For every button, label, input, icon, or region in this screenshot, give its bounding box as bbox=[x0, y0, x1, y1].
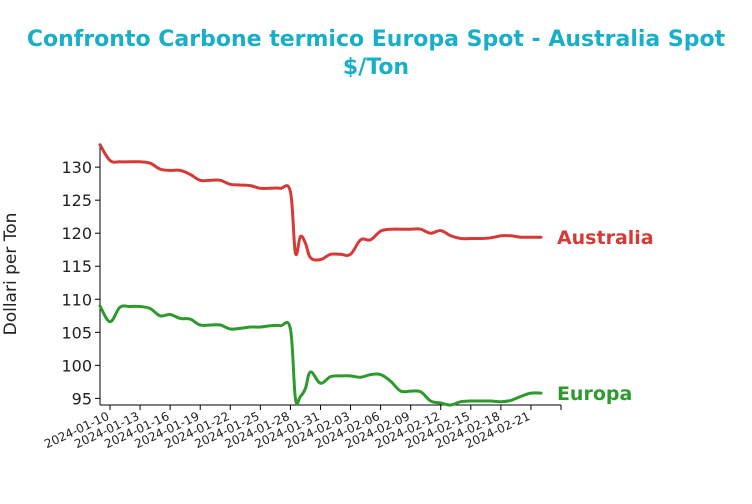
series-label-europa: Europa bbox=[557, 383, 632, 405]
y-tick-label: 120 bbox=[61, 224, 92, 243]
y-tick-label: 130 bbox=[61, 158, 92, 177]
y-tick-label: 115 bbox=[61, 257, 92, 276]
y-tick-label: 110 bbox=[61, 290, 92, 309]
y-tick-label: 125 bbox=[61, 191, 92, 210]
series-line-europa bbox=[98, 304, 543, 407]
y-tick-label: 95 bbox=[72, 389, 92, 408]
y-tick-label: 105 bbox=[61, 323, 92, 342]
series-line-australia bbox=[98, 143, 543, 262]
chart-title-line-1: Confronto Carbone termico Europa Spot - … bbox=[26, 27, 726, 52]
y-tick-label: 100 bbox=[61, 356, 92, 375]
y-axis-label: Dollari per Ton bbox=[1, 213, 21, 336]
chart-axes: 951001051101151201251302024-01-102024-01… bbox=[42, 144, 562, 451]
series-label-australia: Australia bbox=[557, 227, 654, 249]
chart-series: Australia Europa bbox=[98, 143, 654, 407]
chart-title-line-2: $/Ton bbox=[342, 55, 410, 80]
